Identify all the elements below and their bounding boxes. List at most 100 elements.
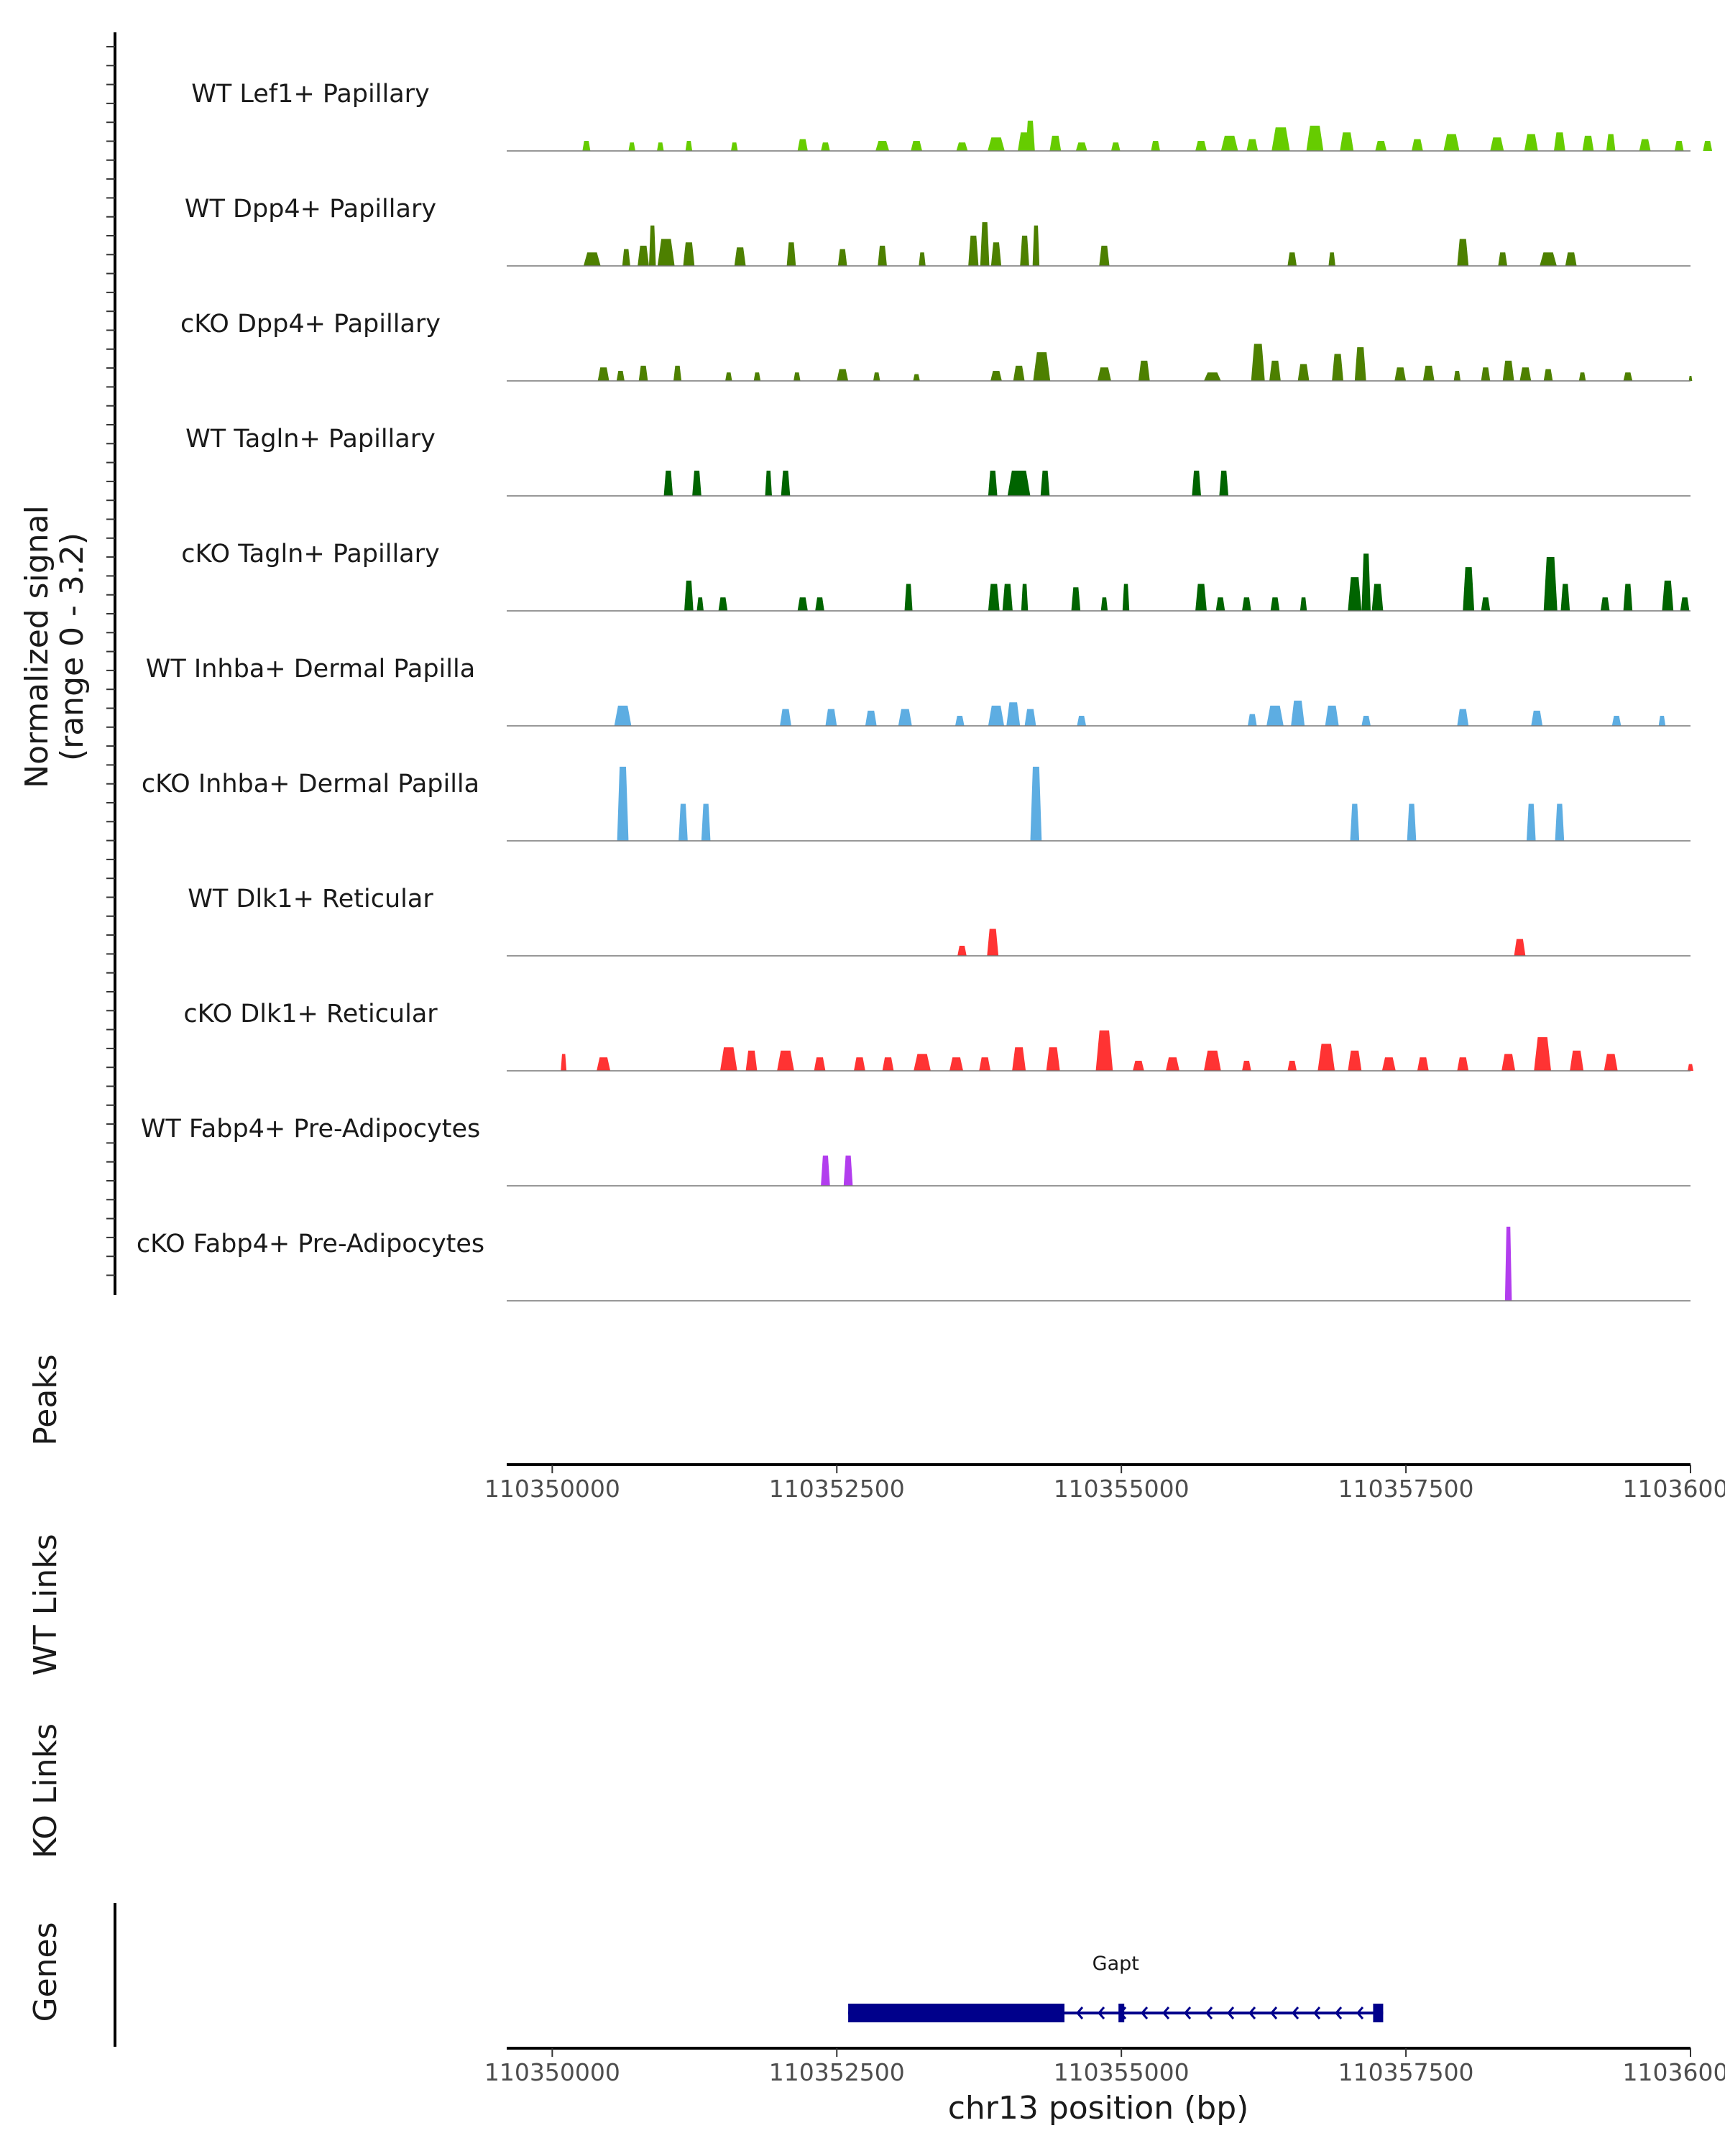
coverage-peak xyxy=(919,252,926,266)
x-tick-label: 110360000 xyxy=(1623,1475,1725,1503)
y-axis-title-line1: Normalized signal xyxy=(19,505,55,788)
track-label: cKO Tagln+ Papillary xyxy=(181,540,440,568)
strand-arrow xyxy=(1183,2007,1192,2019)
strand-arrow xyxy=(1312,2007,1321,2019)
coverage-peak xyxy=(1291,700,1305,726)
coverage-peak xyxy=(821,142,830,151)
coverage-peak xyxy=(1560,584,1570,611)
strand-arrow xyxy=(1269,2007,1278,2019)
coverage-peak xyxy=(1443,134,1460,151)
coverage-peak xyxy=(980,222,990,266)
coverage-peak xyxy=(1049,135,1062,151)
track-label: cKO Inhba+ Dermal Papilla xyxy=(142,770,479,798)
coverage-peak xyxy=(1033,352,1051,381)
coverage-peak xyxy=(1457,1057,1469,1071)
coverage-peak xyxy=(1674,140,1684,151)
coverage-peak xyxy=(648,225,656,266)
coverage-peak xyxy=(1220,135,1238,151)
coverage-peak xyxy=(814,1057,826,1071)
coverage-peak xyxy=(597,367,610,381)
coverage-peak xyxy=(1688,1064,1693,1071)
coverage-peak xyxy=(987,929,999,956)
coverage-peak xyxy=(1247,714,1257,726)
coverage-peak xyxy=(1192,470,1202,496)
track-7: WT Dlk1+ Reticular xyxy=(188,885,1690,957)
x-tick-label: 110357500 xyxy=(1338,2058,1474,2086)
coverage-peak xyxy=(1519,367,1532,381)
coverage-peak xyxy=(1024,709,1036,726)
coverage-peak xyxy=(673,365,682,381)
coverage-peak xyxy=(1026,120,1035,151)
coverage-peak xyxy=(1219,470,1229,496)
coverage-peak xyxy=(1348,577,1362,611)
coverage-peak xyxy=(1662,580,1674,611)
coverage-peak xyxy=(1097,367,1111,381)
coverage-peak xyxy=(875,140,890,151)
coverage-peak xyxy=(628,142,635,151)
x-tick-label: 110355000 xyxy=(1054,2058,1190,2086)
track-label: cKO Dlk1+ Reticular xyxy=(183,1000,438,1028)
x-tick-label: 110352500 xyxy=(769,2058,905,2086)
coverage-peak xyxy=(1611,715,1622,726)
coverage-peak xyxy=(1046,1047,1060,1071)
track-0: WT Lef1+ Papillary xyxy=(191,80,1713,152)
strand-arrow xyxy=(1075,2007,1084,2019)
coverage-peak xyxy=(734,247,746,266)
coverage-peak xyxy=(1543,557,1558,611)
coverage-peak xyxy=(719,1047,737,1071)
coverage-peak xyxy=(1407,803,1417,841)
coverage-peak xyxy=(745,1050,758,1071)
coverage-peak xyxy=(614,705,632,726)
strand-arrow xyxy=(1226,2007,1235,2019)
coverage-peak xyxy=(678,803,688,841)
track-6: cKO Inhba+ Dermal Papilla xyxy=(142,766,1690,842)
coverage-peak xyxy=(843,1155,853,1186)
x-tick-label: 110357500 xyxy=(1338,1475,1474,1503)
coverage-peak xyxy=(1013,365,1025,381)
coverage-peak xyxy=(797,139,808,151)
coverage-peak xyxy=(696,597,704,611)
coverage-peak xyxy=(1306,125,1324,151)
track-label: cKO Dpp4+ Papillary xyxy=(180,310,441,338)
coverage-peak xyxy=(1453,370,1461,381)
coverage-peak xyxy=(1165,1057,1179,1071)
coverage-peak xyxy=(683,242,695,266)
coverage-peak xyxy=(765,470,772,496)
coverage-peak xyxy=(1300,597,1307,611)
coverage-peak xyxy=(1600,597,1610,611)
coverage-peak xyxy=(1623,584,1633,611)
coverage-peak xyxy=(1501,1054,1516,1071)
coverage-peak xyxy=(979,1057,991,1071)
coverage-peak xyxy=(1348,1050,1362,1071)
coverage-peak xyxy=(1361,553,1371,611)
coverage-peak xyxy=(1463,567,1475,611)
coverage-peak xyxy=(1328,252,1335,266)
coverage-peak xyxy=(1203,372,1221,381)
y-axis-title-line2: (range 0 - 3.2) xyxy=(54,533,91,761)
coverage-peak xyxy=(865,710,877,726)
tracks-layer: WT Lef1+ Papillary WT Dpp4+ Papillary cKO … xyxy=(137,80,1713,1302)
track-3: WT Tagln+ Papillary xyxy=(185,425,1690,497)
coverage-peak xyxy=(1021,584,1029,611)
coverage-peak xyxy=(898,709,912,726)
coverage-peak xyxy=(988,137,1005,151)
coverage-peak xyxy=(854,1057,865,1071)
coverage-peak xyxy=(1195,140,1207,151)
coverage-peak xyxy=(954,715,965,726)
coverage-peak xyxy=(1007,470,1031,496)
coverage-peak xyxy=(1075,142,1087,151)
peaks-title: Peaks xyxy=(27,1354,64,1445)
coverage-peak xyxy=(685,140,693,151)
coverage-peak xyxy=(1504,1226,1512,1301)
genes-title: Genes xyxy=(27,1922,64,2022)
strand-arrow xyxy=(1097,2007,1105,2019)
coverage-peak xyxy=(1703,140,1713,151)
coverage-peak xyxy=(1095,1030,1113,1071)
coverage-peak xyxy=(990,242,1002,266)
coverage-peak xyxy=(794,372,801,381)
coverage-peak xyxy=(1242,1060,1251,1071)
coverage-peak xyxy=(904,584,913,611)
gene-label: Gapt xyxy=(1092,1953,1139,1975)
x-tick-label: 110350000 xyxy=(484,1475,620,1503)
